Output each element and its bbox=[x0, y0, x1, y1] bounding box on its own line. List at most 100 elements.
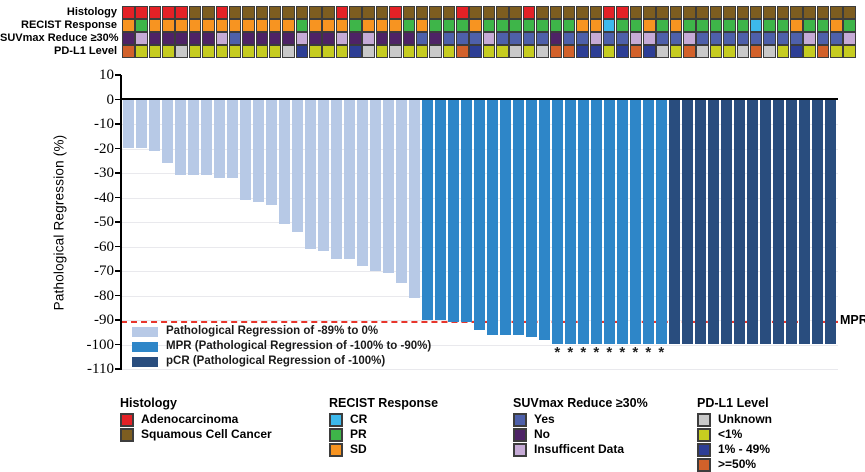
annotation-cell-suvmax bbox=[723, 32, 736, 45]
annotation-cell-pdl1 bbox=[683, 45, 696, 58]
legend-swatch bbox=[329, 443, 343, 457]
annotation-cell-pdl1 bbox=[629, 45, 643, 58]
annotation-cell-suvmax bbox=[536, 32, 549, 45]
annotation-cell-histology bbox=[175, 6, 188, 19]
waterfall-bar bbox=[162, 100, 173, 164]
annotation-cell-suvmax bbox=[602, 32, 616, 45]
legend-swatch bbox=[513, 443, 527, 457]
annotation-cell-histology bbox=[830, 6, 843, 19]
bar-legend-label: MPR (Pathological Regression of -100% to… bbox=[166, 340, 432, 352]
annotation-cell-histology bbox=[215, 6, 229, 19]
annotation-cell-pdl1 bbox=[456, 45, 469, 58]
annotation-cell-pdl1 bbox=[549, 45, 563, 58]
waterfall-bar bbox=[253, 100, 264, 203]
annotation-cell-suvmax bbox=[482, 32, 496, 45]
waterfall-bar bbox=[357, 100, 368, 267]
annotation-cell-suvmax bbox=[322, 32, 335, 45]
annotation-cell-histology bbox=[295, 6, 309, 19]
annotation-cell-recist bbox=[549, 19, 563, 32]
y-axis-tick-label: -10 bbox=[94, 116, 114, 132]
annotation-cell-recist bbox=[375, 19, 389, 32]
annotation-cell-pdl1 bbox=[162, 45, 175, 58]
mpr-swatch bbox=[132, 342, 158, 352]
legend-item-label: Insufficent Data bbox=[534, 442, 625, 456]
bar-legend-label: pCR (Pathological Regression of -100%) bbox=[166, 355, 386, 367]
annotation-cell-suvmax bbox=[549, 32, 563, 45]
annotation-cell-pdl1 bbox=[843, 45, 856, 58]
waterfall-bar bbox=[136, 100, 147, 149]
annotation-cell-suvmax bbox=[349, 32, 362, 45]
annotation-cell-pdl1 bbox=[122, 45, 135, 58]
pcr-swatch bbox=[132, 357, 158, 367]
waterfall-bar bbox=[513, 100, 524, 335]
annotation-row-label-suvmax: SUVmax Reduce ≥30% bbox=[0, 31, 119, 44]
annotation-cell-pdl1 bbox=[228, 45, 242, 58]
annotation-cell-recist bbox=[656, 19, 669, 32]
annotation-cell-recist bbox=[790, 19, 803, 32]
legend-item-label: SD bbox=[350, 442, 367, 456]
legend-item: Squamous Cell Cancer bbox=[120, 427, 272, 442]
legend-section-title: SUVmax Reduce ≥30% bbox=[513, 396, 648, 410]
legend-item-label: 1% - 49% bbox=[718, 442, 771, 456]
annotation-cell-suvmax bbox=[683, 32, 696, 45]
y-axis-tick-label: -20 bbox=[94, 140, 114, 157]
annotation-cell-recist bbox=[349, 19, 362, 32]
annotation-cell-pdl1 bbox=[709, 45, 723, 58]
annotation-cell-suvmax bbox=[843, 32, 856, 45]
annotation-cell-pdl1 bbox=[188, 45, 202, 58]
y-axis-tick bbox=[115, 343, 121, 346]
annotation-cell-recist bbox=[402, 19, 416, 32]
annotation-cell-histology bbox=[322, 6, 335, 19]
waterfall-bar bbox=[682, 100, 693, 345]
waterfall-bar bbox=[214, 100, 225, 178]
annotation-cell-histology bbox=[389, 6, 402, 19]
annotation-cell-pdl1 bbox=[268, 45, 282, 58]
waterfall-bar bbox=[500, 100, 511, 335]
annotation-cell-recist bbox=[576, 19, 589, 32]
annotation-cell-pdl1 bbox=[656, 45, 669, 58]
annotation-cell-pdl1 bbox=[282, 45, 295, 58]
waterfall-bar bbox=[630, 100, 641, 345]
annotation-cell-recist bbox=[830, 19, 843, 32]
annotation-cell-histology bbox=[509, 6, 522, 19]
annotation-cell-pdl1 bbox=[816, 45, 830, 58]
gridline bbox=[121, 344, 838, 346]
annotation-cell-suvmax bbox=[122, 32, 135, 45]
annotation-cell-pdl1 bbox=[202, 45, 215, 58]
legend-item-label: Adenocarcinoma bbox=[141, 412, 239, 426]
waterfall-bar bbox=[786, 100, 797, 345]
annotation-cell-recist bbox=[188, 19, 202, 32]
waterfall-bar bbox=[396, 100, 407, 284]
waterfall-bar bbox=[565, 100, 576, 345]
annotation-cell-recist bbox=[309, 19, 322, 32]
annotation-cell-recist bbox=[268, 19, 282, 32]
annotation-cell-suvmax bbox=[135, 32, 148, 45]
legend-swatch bbox=[513, 428, 527, 442]
annotation-cell-histology bbox=[843, 6, 856, 19]
annotation-cell-histology bbox=[683, 6, 696, 19]
annotation-cell-recist bbox=[602, 19, 616, 32]
y-axis-tick bbox=[115, 172, 121, 174]
waterfall-bar bbox=[227, 100, 238, 178]
y-axis-tick bbox=[115, 294, 121, 297]
legend-swatch bbox=[120, 428, 134, 442]
legend-item-label: Squamous Cell Cancer bbox=[141, 427, 272, 441]
annotation-cell-histology bbox=[776, 6, 790, 19]
legend-item: Unknown bbox=[697, 412, 772, 427]
waterfall-bar bbox=[305, 100, 316, 249]
waterfall-bar bbox=[695, 100, 706, 345]
y-axis-tick bbox=[115, 221, 121, 223]
annotation-cell-recist bbox=[709, 19, 723, 32]
annotation-cell-histology bbox=[803, 6, 816, 19]
waterfall-bar bbox=[149, 100, 160, 151]
annotation-cell-recist bbox=[255, 19, 269, 32]
annotation-cell-recist bbox=[175, 19, 188, 32]
annotation-cell-suvmax bbox=[562, 32, 576, 45]
annotation-cell-pdl1 bbox=[496, 45, 509, 58]
annotation-cell-histology bbox=[148, 6, 162, 19]
annotation-cell-histology bbox=[242, 6, 255, 19]
legend-item: <1% bbox=[697, 427, 769, 442]
annotation-cell-suvmax bbox=[268, 32, 282, 45]
waterfall-bar bbox=[435, 100, 446, 320]
